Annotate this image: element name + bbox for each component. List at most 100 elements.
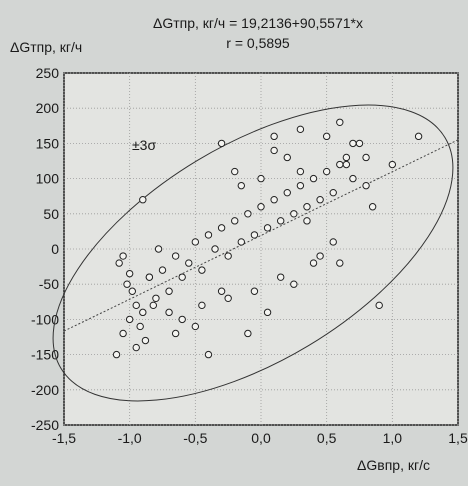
data-point <box>204 350 213 359</box>
y-tick-label: 0 <box>51 241 59 257</box>
y-tick-label: -150 <box>31 347 59 363</box>
data-point <box>263 308 272 317</box>
data-point <box>368 203 377 211</box>
data-point <box>316 196 324 204</box>
data-point <box>132 343 140 352</box>
data-point <box>139 308 147 317</box>
y-tick-label: 100 <box>36 171 60 187</box>
data-point <box>112 350 121 359</box>
data-point <box>171 252 180 260</box>
data-point <box>355 139 364 148</box>
data-point <box>191 322 200 331</box>
data-point <box>250 231 259 239</box>
data-point <box>154 245 163 253</box>
data-point <box>322 132 331 141</box>
data-point <box>283 153 291 162</box>
data-point <box>149 301 158 310</box>
data-point <box>303 217 311 225</box>
chart-title-line2: r = 0,5895 <box>226 35 290 51</box>
data-point <box>362 181 370 190</box>
data-point <box>132 301 140 310</box>
data-point <box>263 224 272 232</box>
data-point <box>125 315 134 324</box>
data-point <box>277 217 285 225</box>
data-point <box>362 153 370 162</box>
data-point <box>141 336 150 345</box>
x-tick-label: 1,5 <box>448 430 468 446</box>
data-point <box>237 238 246 246</box>
data-point <box>244 329 252 338</box>
x-tick-labels: -1,5 -1,0 -0,5 0,0 0,5 1,0 1,5 <box>52 430 468 446</box>
data-point <box>125 269 134 278</box>
y-tick-label: -250 <box>31 417 59 433</box>
data-point <box>270 196 278 204</box>
data-point <box>309 174 318 183</box>
data-point <box>283 188 291 197</box>
plot-area <box>63 72 459 426</box>
data-point <box>250 287 259 295</box>
data-point <box>211 245 219 253</box>
data-point <box>303 203 311 211</box>
data-point <box>152 294 160 302</box>
data-point <box>119 329 127 338</box>
sigma-annotation: ±3σ <box>132 137 156 153</box>
y-tick-label: 50 <box>43 206 59 222</box>
data-point <box>178 315 186 324</box>
data-point <box>123 280 131 288</box>
data-point <box>231 217 239 225</box>
data-point <box>244 210 252 218</box>
data-point <box>329 238 337 246</box>
data-point <box>191 238 200 246</box>
x-axis-label: ΔGвпр, кг/с <box>357 457 430 473</box>
data-point <box>290 280 298 288</box>
data-point <box>322 167 331 176</box>
data-point <box>309 259 318 267</box>
scatter-points <box>112 118 423 359</box>
data-point <box>375 301 383 310</box>
x-tick-label: -0,5 <box>183 430 207 446</box>
data-point <box>277 273 285 281</box>
data-point <box>257 203 265 211</box>
data-point <box>349 139 357 148</box>
data-point <box>257 174 265 183</box>
data-point <box>336 118 344 126</box>
data-point <box>237 181 246 190</box>
data-point <box>388 160 397 169</box>
data-point <box>165 308 173 317</box>
y-axis-label: ΔGтпр, кг/ч <box>10 39 82 55</box>
data-point <box>296 167 305 176</box>
data-point <box>270 146 278 155</box>
data-point <box>296 181 305 190</box>
data-point <box>217 224 226 232</box>
data-point <box>145 273 154 281</box>
x-tick-label: -1,5 <box>52 430 76 446</box>
data-point <box>342 153 351 162</box>
x-tick-label: 1,0 <box>383 430 403 446</box>
data-point <box>139 196 147 204</box>
y-tick-label: -100 <box>31 311 59 327</box>
data-point <box>171 329 180 338</box>
x-tick-label: 0,5 <box>317 430 337 446</box>
data-point <box>115 259 123 267</box>
data-point <box>349 174 357 183</box>
data-point <box>198 301 206 310</box>
three-sigma-ellipse <box>52 104 454 402</box>
y-tick-labels: 250 200 150 100 50 0 -50 -100 -150 -200 -250 <box>31 65 59 433</box>
data-point <box>231 167 239 176</box>
data-point <box>136 322 144 331</box>
data-point <box>165 287 173 295</box>
data-point <box>158 266 167 274</box>
x-tick-label: 0,0 <box>251 430 271 446</box>
data-point <box>198 266 206 274</box>
data-point <box>217 139 226 148</box>
data-point <box>204 231 213 239</box>
y-tick-label: -50 <box>39 276 59 292</box>
data-point <box>336 259 344 267</box>
chart-title-line1: ΔGтпр, кг/ч = 19,2136+90,5571*x <box>153 15 363 31</box>
data-point <box>336 160 344 169</box>
data-point <box>217 287 226 295</box>
regression-line <box>63 139 459 332</box>
data-point <box>178 273 186 281</box>
y-tick-label: 200 <box>36 100 60 116</box>
